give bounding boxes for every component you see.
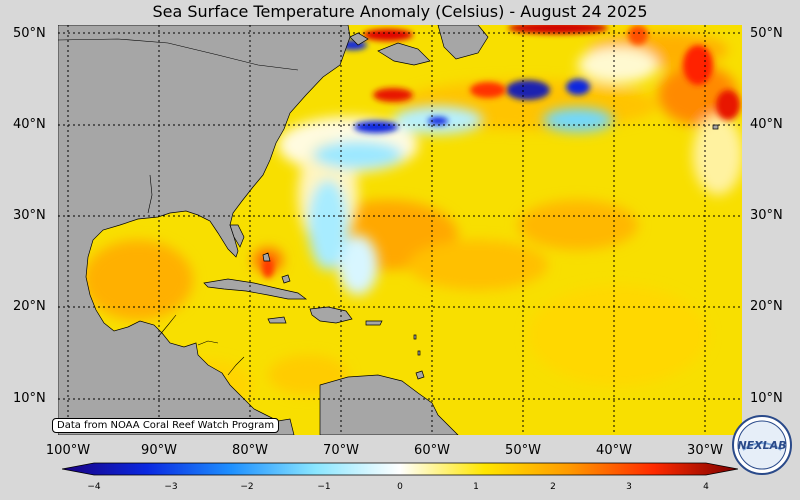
lat-label-left: 30°N <box>13 208 46 223</box>
lat-label-left: 10°N <box>13 391 46 406</box>
political-borders <box>58 38 299 376</box>
data-credit-label: Data from NOAA Coral Reef Watch Program <box>52 418 280 433</box>
sst-anomaly-map <box>58 25 742 435</box>
lon-label: 90°W <box>141 443 177 458</box>
map-title: Sea Surface Temperature Anomaly (Celsius… <box>152 2 648 21</box>
lon-label: 30°W <box>687 443 723 458</box>
colorbar-gradient <box>62 462 738 476</box>
colorbar-tick: −3 <box>164 482 178 492</box>
lon-label: 100°W <box>45 443 91 458</box>
nexlab-logo: NEXLAB <box>732 415 792 475</box>
lat-label-left: 20°N <box>13 299 46 314</box>
graticule <box>58 25 742 435</box>
map-canvas <box>58 25 742 435</box>
colorbar <box>62 462 738 476</box>
lat-label-right: 30°N <box>750 208 783 223</box>
colorbar-tick: −2 <box>240 482 254 492</box>
lon-label: 80°W <box>232 443 268 458</box>
colorbar-tick: −1 <box>317 482 331 492</box>
colorbar-tick: 1 <box>473 482 479 492</box>
lon-label: 40°W <box>596 443 632 458</box>
lon-label: 60°W <box>414 443 450 458</box>
lat-label-right: 50°N <box>750 26 783 41</box>
lat-label-right: 10°N <box>750 391 783 406</box>
lat-label-left: 40°N <box>13 117 46 132</box>
colorbar-tick: 2 <box>550 482 556 492</box>
lon-label: 70°W <box>323 443 359 458</box>
land-masses <box>58 25 719 435</box>
colorbar-tick: 3 <box>626 482 632 492</box>
colorbar-tick: 4 <box>703 482 709 492</box>
colorbar-tick: −4 <box>87 482 101 492</box>
lat-label-right: 20°N <box>750 299 783 314</box>
colorbar-tick: 0 <box>397 482 403 492</box>
lat-label-left: 50°N <box>13 26 46 41</box>
lon-label: 50°W <box>505 443 541 458</box>
lat-label-right: 40°N <box>750 117 783 132</box>
svg-text:NEXLAB: NEXLAB <box>737 439 786 452</box>
